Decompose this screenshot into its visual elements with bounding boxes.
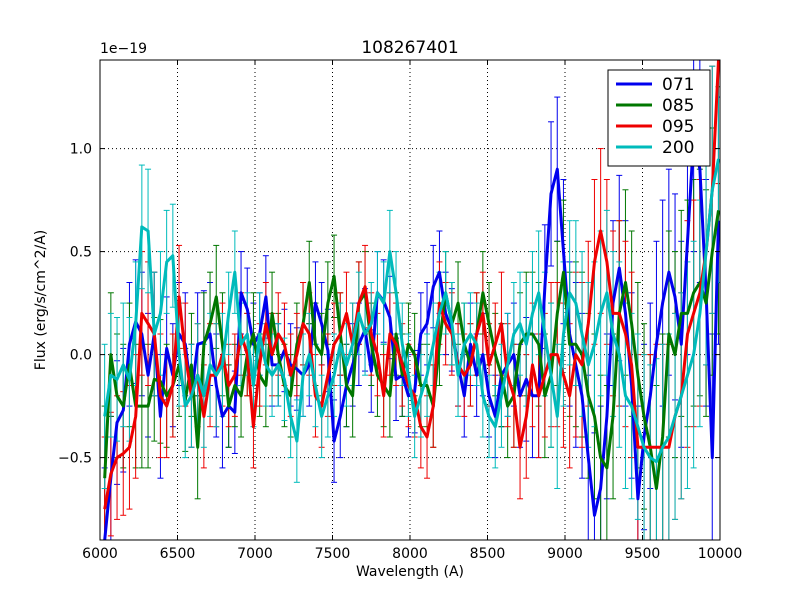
axis-ticks: 6000 6500 7000 7500 8000 8500 9000 9500 10000 −0.… bbox=[58, 60, 742, 562]
legend-box bbox=[607, 69, 711, 167]
x-tick-label: 8000 bbox=[392, 546, 428, 562]
y-tick-label: 0.5 bbox=[70, 245, 92, 261]
series-085-line bbox=[103, 210, 720, 490]
series-200-line bbox=[103, 158, 720, 464]
legend-label-095: 095 bbox=[662, 117, 694, 137]
x-tick-label: 7500 bbox=[315, 546, 351, 562]
series-lines bbox=[103, 60, 720, 540]
x-tick-label: 8500 bbox=[470, 546, 506, 562]
x-tick-label: 6500 bbox=[160, 546, 196, 562]
y-offset-label: 1e−19 bbox=[100, 41, 147, 57]
x-tick-label: 6000 bbox=[82, 546, 118, 562]
y-axis-label: Flux (erg/s/cm^2/A) bbox=[33, 230, 49, 370]
y-tick-label: 1.0 bbox=[70, 142, 92, 158]
legend-label-085: 085 bbox=[662, 96, 694, 116]
x-tick-label: 10000 bbox=[698, 546, 743, 562]
x-axis-label: Wavelength (A) bbox=[356, 564, 464, 580]
x-tick-label: 9000 bbox=[547, 546, 583, 562]
y-tick-label: −0.5 bbox=[58, 451, 92, 467]
legend-label-071: 071 bbox=[662, 75, 694, 95]
chart-title: 108267401 bbox=[361, 38, 458, 58]
y-tick-label: 0.0 bbox=[70, 348, 92, 364]
legend-label-200: 200 bbox=[662, 138, 694, 158]
x-tick-label: 7000 bbox=[237, 546, 273, 562]
x-tick-label: 9500 bbox=[625, 546, 661, 562]
